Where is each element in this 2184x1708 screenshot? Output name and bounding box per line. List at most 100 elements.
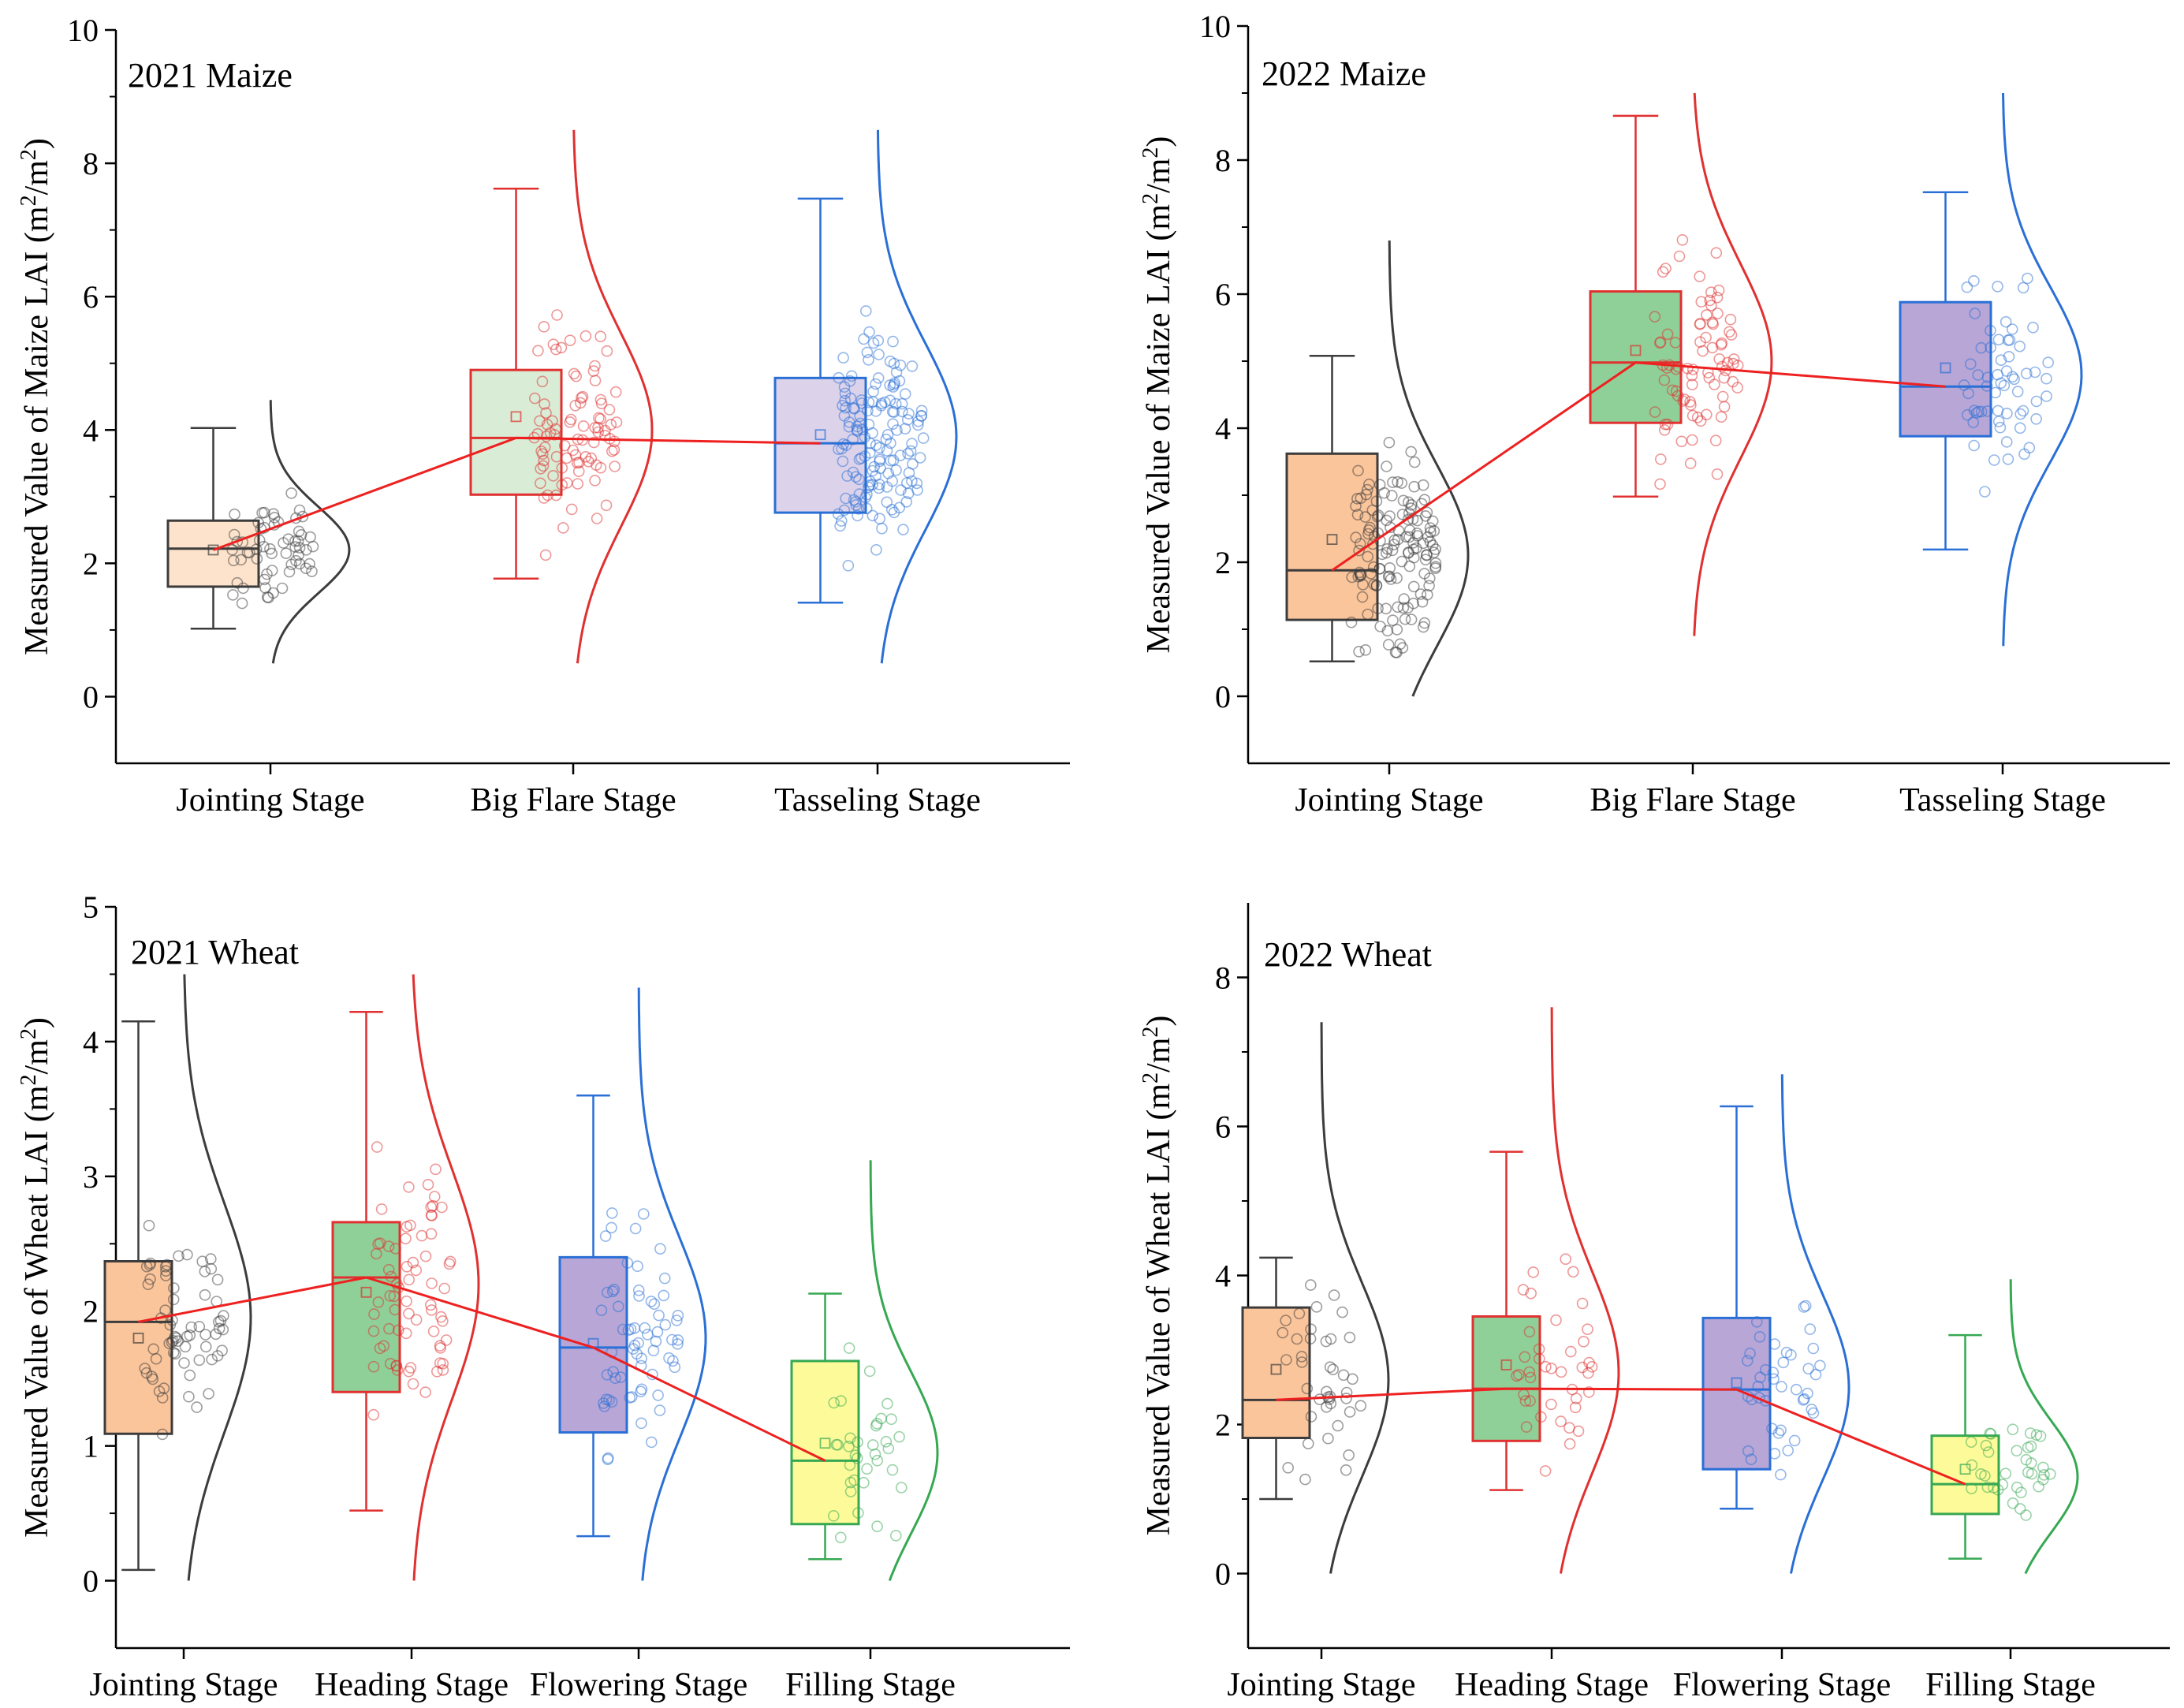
data-point xyxy=(1998,379,2011,392)
data-point xyxy=(1417,479,1429,491)
data-point xyxy=(2011,1481,2023,1494)
data-point xyxy=(2038,1469,2050,1481)
data-point xyxy=(1305,1411,1317,1423)
data-point xyxy=(199,1266,211,1277)
data-point xyxy=(2024,1427,2037,1439)
data-point xyxy=(600,499,613,512)
data-point xyxy=(632,1285,645,1296)
data-point xyxy=(637,1208,650,1220)
data-point xyxy=(228,528,240,541)
data-point xyxy=(385,1270,397,1283)
data-point xyxy=(609,386,622,398)
data-point xyxy=(1582,1323,1593,1335)
data-point xyxy=(1742,1445,1754,1457)
x-category-label: Tasseling Stage xyxy=(774,782,981,819)
data-point xyxy=(2000,1467,2012,1479)
data-point xyxy=(867,509,879,522)
x-category-label: Jointing Stage xyxy=(1295,782,1483,819)
data-point xyxy=(1576,1361,1589,1374)
data-point xyxy=(1527,1266,1539,1278)
data-point xyxy=(840,401,852,414)
data-point xyxy=(403,1365,415,1378)
data-point xyxy=(290,554,302,567)
data-point xyxy=(1742,1355,1754,1367)
data-point xyxy=(1555,1415,1567,1427)
data-point xyxy=(430,1163,442,1176)
mean-marker xyxy=(1500,1359,1512,1371)
data-point xyxy=(557,522,569,534)
data-point xyxy=(206,1353,218,1366)
series-0: Jointing Stage xyxy=(1285,240,1484,819)
data-point xyxy=(627,1343,639,1355)
data-point xyxy=(894,359,907,371)
data-point xyxy=(419,1250,432,1262)
data-point xyxy=(843,1342,855,1354)
data-point xyxy=(1567,1266,1579,1278)
data-point xyxy=(672,1310,684,1322)
data-point xyxy=(1523,1366,1536,1378)
data-point xyxy=(400,1233,412,1244)
data-point xyxy=(255,523,267,535)
data-point xyxy=(300,543,312,556)
data-point xyxy=(1686,379,1698,391)
data-point xyxy=(555,341,568,354)
data-point xyxy=(378,1340,390,1352)
y-tick-label: 4 xyxy=(83,1024,99,1060)
data-point xyxy=(1658,374,1671,386)
data-point xyxy=(888,357,900,370)
data-point xyxy=(1301,1382,1314,1395)
data-point xyxy=(850,499,862,511)
data-point xyxy=(1705,300,1717,311)
data-point xyxy=(606,1221,617,1234)
data-point xyxy=(564,334,576,347)
data-point xyxy=(540,430,553,442)
y-tick-label: 2 xyxy=(1215,1408,1231,1443)
data-point xyxy=(1649,311,1661,323)
data-point xyxy=(173,1250,184,1262)
series-1: Big Flare Stage xyxy=(1589,92,1796,819)
data-point xyxy=(572,478,584,490)
mean-marker xyxy=(1940,362,1951,374)
data-point xyxy=(1975,405,1988,418)
data-point xyxy=(1380,602,1392,615)
data-point xyxy=(1659,423,1671,436)
data-point xyxy=(906,360,919,372)
data-point xyxy=(1657,266,1669,278)
data-point xyxy=(2000,315,2012,328)
data-point xyxy=(872,334,885,347)
data-point xyxy=(140,1260,153,1273)
data-point xyxy=(1760,1363,1772,1376)
data-point xyxy=(1314,1393,1325,1405)
data-point xyxy=(1727,353,1740,365)
data-point xyxy=(853,453,866,465)
data-point xyxy=(849,1449,862,1461)
y-axis-title-part: 2 xyxy=(1139,193,1163,204)
data-point xyxy=(2041,390,2052,402)
density-curve xyxy=(412,974,480,1581)
density-curve xyxy=(572,129,654,664)
data-point xyxy=(193,1354,206,1367)
data-point xyxy=(528,392,541,405)
data-point xyxy=(2030,412,2042,425)
data-point xyxy=(1995,377,2007,390)
data-point xyxy=(884,379,896,391)
data-point xyxy=(904,445,917,457)
data-point xyxy=(624,1323,637,1335)
data-point xyxy=(258,540,270,553)
data-point xyxy=(1766,1423,1778,1434)
data-point xyxy=(160,1265,172,1277)
data-point xyxy=(1387,614,1399,627)
data-point xyxy=(1992,334,2005,346)
data-point xyxy=(1424,522,1437,534)
data-point xyxy=(1965,1436,1977,1448)
data-point xyxy=(1295,1351,1308,1363)
data-point xyxy=(837,455,849,468)
data-point xyxy=(1972,369,1984,381)
data-point xyxy=(1716,337,1728,349)
x-category-label: Big Flare Stage xyxy=(1590,782,1795,819)
data-point xyxy=(601,345,613,357)
data-point xyxy=(367,1408,380,1421)
box xyxy=(773,376,867,514)
data-point xyxy=(143,1219,155,1232)
data-point xyxy=(251,553,263,565)
